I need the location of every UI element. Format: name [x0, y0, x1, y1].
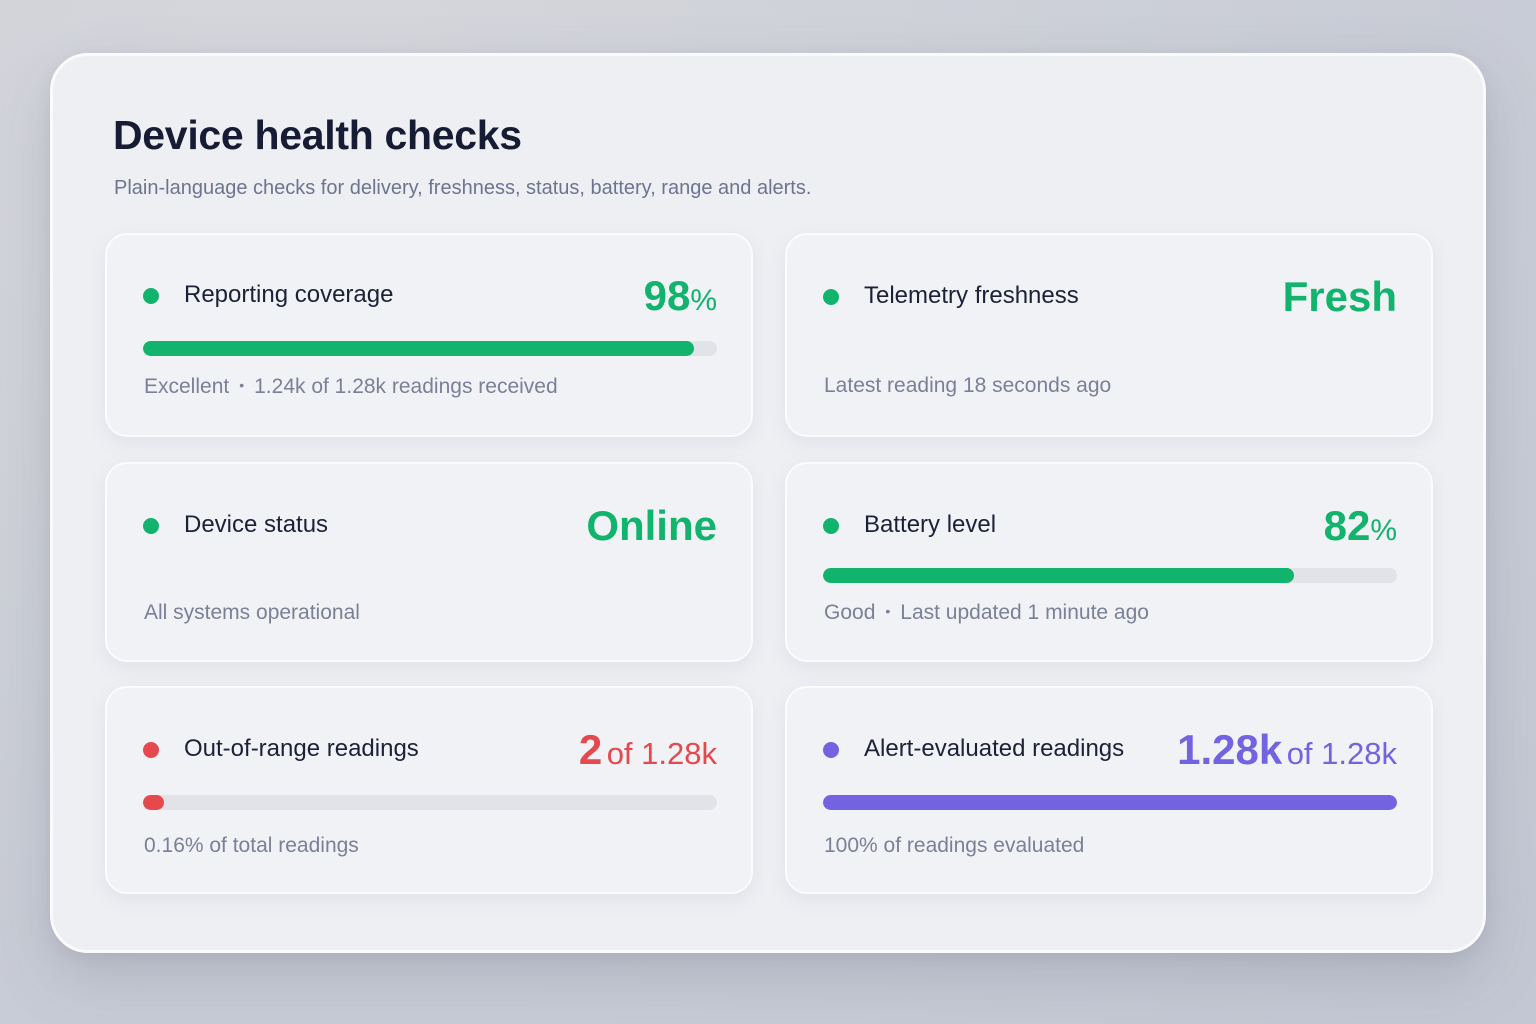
battery-value: 82%	[1323, 502, 1397, 549]
coverage-status: Excellent	[144, 375, 230, 398]
range-value: 2 of 1.28k	[578, 726, 717, 773]
card-label: Device status	[184, 511, 329, 538]
freshness-value: Fresh	[1282, 273, 1397, 320]
card-out-of-range-readings[interactable]: Out-of-range readings 2 of 1.28k 0.16% o…	[105, 686, 753, 894]
card-label: Battery level	[864, 511, 997, 538]
card-telemetry-freshness[interactable]: Telemetry freshness Fresh Latest reading…	[785, 233, 1433, 437]
status-dot-green	[143, 288, 159, 304]
battery-progress-fill	[823, 568, 1294, 583]
coverage-progress-bar	[143, 341, 717, 356]
separator-dot: •	[239, 377, 245, 393]
card-label: Out-of-range readings	[184, 735, 419, 762]
status-dot-purple	[823, 742, 839, 758]
card-label: Reporting coverage	[184, 281, 394, 308]
range-caption: 0.16% of total readings	[144, 834, 359, 857]
alerts-progress-bar	[823, 795, 1397, 810]
battery-detail: Last updated 1 minute ago	[900, 601, 1149, 624]
battery-caption: Good • Last updated 1 minute ago	[824, 601, 1149, 625]
card-label: Alert-evaluated readings	[864, 735, 1125, 762]
status-dot-green	[823, 289, 839, 305]
coverage-progress-fill	[143, 341, 695, 356]
coverage-caption: Excellent • 1.24k of 1.28k readings receiv…	[144, 375, 558, 399]
card-device-status[interactable]: Device status Online All systems operati…	[105, 462, 753, 662]
range-progress-bar	[143, 795, 717, 810]
alerts-value: 1.28k of 1.28k	[1177, 726, 1397, 773]
freshness-caption: Latest reading 18 seconds ago	[824, 374, 1112, 397]
coverage-detail: 1.24k of 1.28k readings received	[254, 375, 558, 398]
alerts-progress-fill	[823, 795, 1397, 810]
coverage-value: 98%	[643, 272, 717, 319]
card-label: Telemetry freshness	[864, 282, 1079, 309]
page-subtitle: Plain-language checks for delivery, fres…	[114, 177, 812, 199]
card-reporting-coverage[interactable]: Reporting coverage 98% Excellent • 1.24k o…	[105, 233, 753, 437]
status-caption: All systems operational	[144, 601, 360, 624]
status-dot-green	[823, 518, 839, 534]
battery-status: Good	[824, 601, 876, 624]
alerts-caption: 100% of readings evaluated	[824, 834, 1085, 857]
status-dot-green	[143, 518, 159, 534]
range-progress-fill	[143, 795, 164, 810]
separator-dot: •	[885, 603, 891, 619]
status-dot-red	[143, 742, 159, 758]
card-battery-level[interactable]: Battery level 82% Good • Last updated 1 mi…	[785, 462, 1433, 662]
battery-progress-bar	[823, 568, 1397, 583]
card-alert-evaluated-readings[interactable]: Alert-evaluated readings 1.28k of 1.28k …	[785, 686, 1433, 894]
health-checks-panel: Device health checks Plain-language chec…	[50, 53, 1486, 953]
status-value: Online	[586, 502, 717, 549]
page-title: Device health checks	[113, 112, 522, 158]
